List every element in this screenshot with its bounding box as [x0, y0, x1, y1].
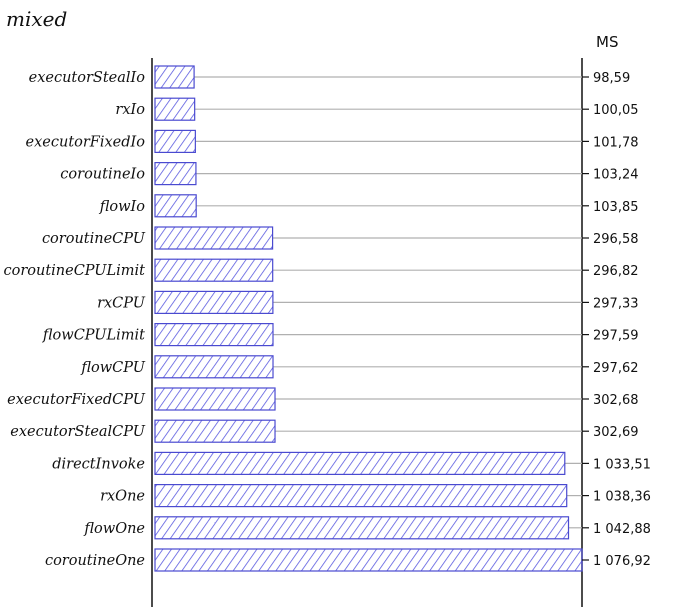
category-label: coroutineOne	[45, 553, 145, 569]
category-label: rxOne	[100, 489, 145, 505]
value-label: 302,68	[593, 393, 639, 408]
value-label: 297,62	[593, 361, 639, 376]
bar	[154, 162, 197, 186]
bar	[154, 65, 195, 89]
value-label: 297,33	[593, 296, 639, 311]
category-label: flowOne	[83, 521, 145, 537]
bar	[154, 290, 274, 314]
bar	[154, 194, 197, 218]
bar	[154, 516, 570, 540]
category-label: flowCPULimit	[42, 328, 145, 344]
bar	[154, 258, 274, 282]
value-label: 297,59	[593, 329, 639, 344]
unit-label: MS	[596, 33, 618, 51]
value-label: 296,58	[593, 232, 639, 247]
category-label: rxIo	[115, 102, 145, 118]
bar	[154, 323, 274, 347]
category-label: executorStealIo	[29, 70, 146, 86]
value-label: 103,24	[593, 168, 639, 183]
category-label: flowIo	[99, 199, 146, 215]
bar	[154, 484, 568, 508]
value-label: 98,59	[593, 71, 630, 86]
value-label: 1 042,88	[593, 522, 651, 537]
value-label: 103,85	[593, 200, 639, 215]
value-label: 302,69	[593, 425, 639, 440]
bar	[154, 451, 566, 475]
bar	[154, 226, 274, 250]
category-label: coroutineIo	[60, 167, 145, 183]
value-label: 100,05	[593, 103, 639, 118]
category-label: executorFixedIo	[26, 134, 146, 150]
chart-title: mixed	[6, 7, 67, 31]
value-label: 1 033,51	[593, 457, 651, 472]
bar	[154, 355, 274, 379]
bar	[154, 419, 276, 443]
category-label: coroutineCPULimit	[3, 263, 145, 279]
category-label: rxCPU	[97, 295, 146, 311]
category-label: executorFixedCPU	[7, 392, 146, 408]
bar	[154, 97, 196, 121]
category-label: flowCPU	[80, 360, 145, 376]
bar	[154, 548, 583, 572]
category-label: coroutineCPU	[42, 231, 146, 247]
value-label: 101,78	[593, 135, 639, 150]
value-label: 296,82	[593, 264, 639, 279]
category-label: executorStealCPU	[10, 424, 146, 440]
category-label: directInvoke	[52, 456, 145, 472]
value-label: 1 076,92	[593, 554, 651, 569]
value-label: 1 038,36	[593, 490, 651, 505]
bar	[154, 387, 276, 411]
bar	[154, 129, 196, 153]
